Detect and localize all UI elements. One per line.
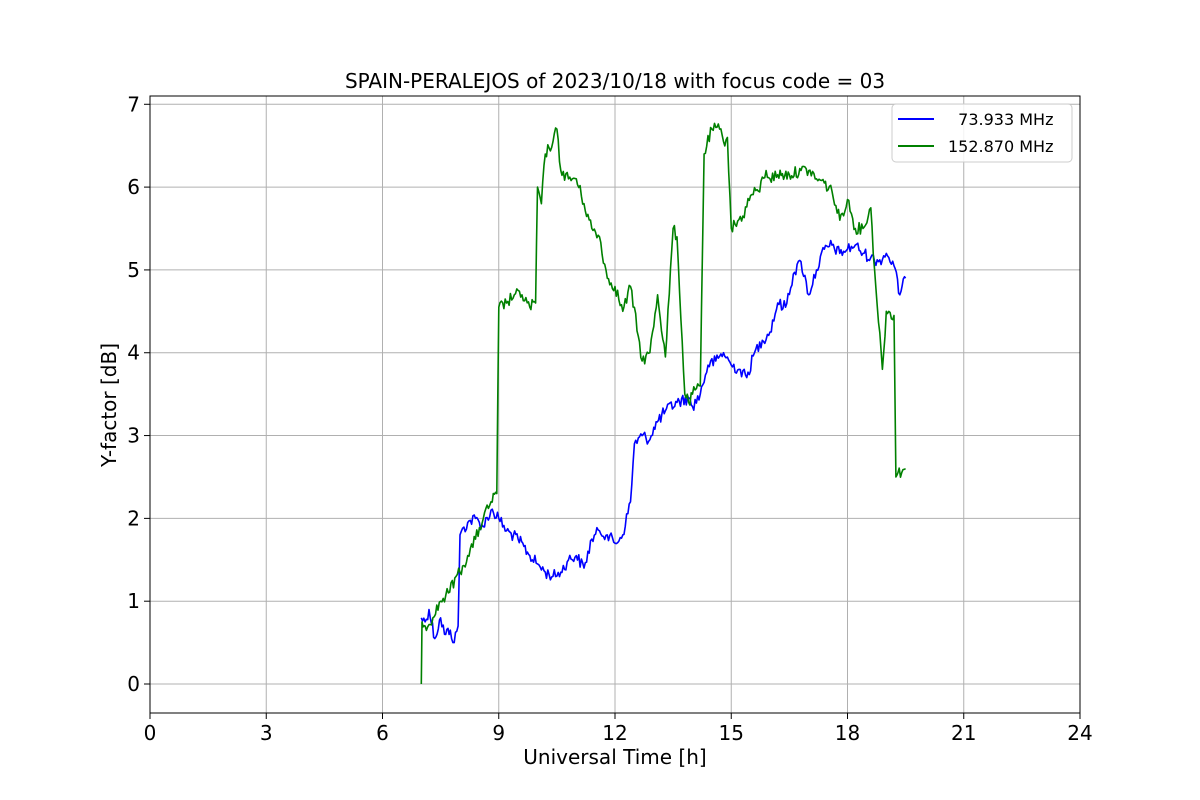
legend-label-73mhz: 73.933 MHz xyxy=(948,110,1053,129)
legend-box xyxy=(891,103,1073,163)
chart-title: SPAIN-PERALEJOS of 2023/10/18 with focus… xyxy=(345,69,885,93)
y-tick-label: 7 xyxy=(127,92,140,116)
grid xyxy=(149,96,1081,713)
series-layer xyxy=(420,122,907,685)
y-tick-label: 0 xyxy=(127,672,140,696)
x-tick-label: 24 xyxy=(1067,721,1092,745)
series-line-152mhz xyxy=(420,122,906,685)
x-tick-label: 21 xyxy=(951,721,976,745)
x-tick-label: 3 xyxy=(260,721,273,745)
y-tick-label: 2 xyxy=(127,506,140,530)
series-line-73mhz xyxy=(420,239,907,644)
y-tick-label: 5 xyxy=(127,258,140,282)
x-tick-label: 9 xyxy=(492,721,505,745)
x-tick-label: 12 xyxy=(602,721,627,745)
y-axis-label: Y-factor [dB] xyxy=(97,343,121,468)
y-tick-label: 3 xyxy=(127,424,140,448)
legend-label-152mhz: 152.870 MHz xyxy=(948,137,1053,156)
y-tick-label: 1 xyxy=(127,589,140,613)
y-tick-label: 4 xyxy=(127,341,140,365)
x-tick-label: 0 xyxy=(144,721,157,745)
legend: 73.933 MHz 152.870 MHz xyxy=(891,103,1073,163)
x-tick-label: 18 xyxy=(835,721,860,745)
y-tick-label: 6 xyxy=(127,175,140,199)
x-tick-label: 15 xyxy=(719,721,744,745)
x-axis-label: Universal Time [h] xyxy=(523,745,706,769)
x-tick-label: 6 xyxy=(376,721,389,745)
